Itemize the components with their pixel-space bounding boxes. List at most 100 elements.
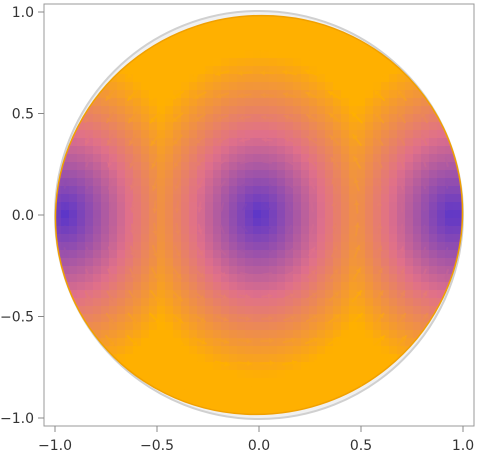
heat-cell [229,178,238,187]
heat-cell [269,202,278,211]
heat-cell [117,146,126,155]
heat-cell [237,266,246,275]
heat-cell [381,162,390,171]
heat-cell [349,146,358,155]
heat-cell [469,274,478,283]
heat-cell [389,242,398,251]
heat-cell [133,10,142,19]
heat-cell [461,274,470,283]
heat-cell [93,98,102,107]
heat-cell [469,98,478,107]
heat-cell [253,146,262,155]
heat-cell [389,226,398,235]
heat-cell [181,138,190,147]
heat-cell [93,378,102,387]
heat-cell [205,98,214,107]
field-arrow-head [173,162,179,168]
heat-cell [125,282,134,291]
heat-cell [269,98,278,107]
heat-cell [101,178,110,187]
heat-cell [85,18,94,27]
heat-cell [317,370,326,379]
heat-cell [141,226,150,235]
heat-cell [277,114,286,123]
heat-cell [93,42,102,51]
heat-cell [181,250,190,259]
heat-cell [397,258,406,267]
heat-cell [77,10,86,19]
heat-cell [429,266,438,275]
heat-cell [429,42,438,51]
heat-cell [117,162,126,171]
field-arrow-head [171,71,177,77]
heat-cell [189,306,198,315]
field-arrow-head [356,291,362,297]
heat-cell [237,178,246,187]
heat-cell [381,210,390,219]
heat-cell [373,122,382,131]
heat-cell [133,170,142,179]
heat-cell [85,162,94,171]
field-arrow-head [377,268,383,274]
heat-cell [301,426,310,435]
heat-cell [445,106,454,115]
heat-cell [61,122,70,131]
heat-cell [77,370,86,379]
heat-cell [309,354,318,363]
heat-cell [213,66,222,75]
heat-cell [429,402,438,411]
heat-cell [373,386,382,395]
heat-cell [69,346,78,355]
heat-cell [45,106,54,115]
heat-cell [405,146,414,155]
heat-cell [301,170,310,179]
heat-cell [269,258,278,267]
heat-cell [293,290,302,299]
field-arrow-head [285,136,290,143]
heat-cell [373,250,382,259]
heat-cell [165,18,174,27]
heat-cell [437,146,446,155]
heat-cell [317,306,326,315]
heat-cell [333,90,342,99]
heat-cell [221,58,230,67]
field-arrow-head [374,68,379,74]
heat-cell [341,162,350,171]
heat-cell [53,98,62,107]
heat-cell [413,218,422,227]
field-arrow-head [215,48,221,55]
heat-cell [229,122,238,131]
heat-cell [309,226,318,235]
heat-cell [325,330,334,339]
heat-cell [157,66,166,75]
heat-cell [109,58,118,67]
heat-cell [253,266,262,275]
heat-cell [213,314,222,323]
heat-cell [309,138,318,147]
heat-cell [173,234,182,243]
heat-cell [237,282,246,291]
heat-cell [269,250,278,259]
heat-cell [125,90,134,99]
heat-cell [133,26,142,35]
heat-cell [173,290,182,299]
field-arrow-head [196,207,203,212]
heat-cell [269,282,278,291]
heat-cell [117,98,126,107]
heat-cell [213,82,222,91]
heat-cell [373,82,382,91]
heat-cell [253,354,262,363]
heat-cell [261,194,270,203]
heat-cell [365,178,374,187]
heat-cell [373,370,382,379]
heat-cell [197,98,206,107]
heat-cell [53,386,62,395]
heat-cell [133,82,142,91]
heat-cell [413,122,422,131]
heat-cell [421,338,430,347]
heat-cell [125,26,134,35]
heat-cell [181,410,190,419]
heat-cell [93,362,102,371]
heat-cell [85,218,94,227]
field-arrow-head [107,161,113,167]
